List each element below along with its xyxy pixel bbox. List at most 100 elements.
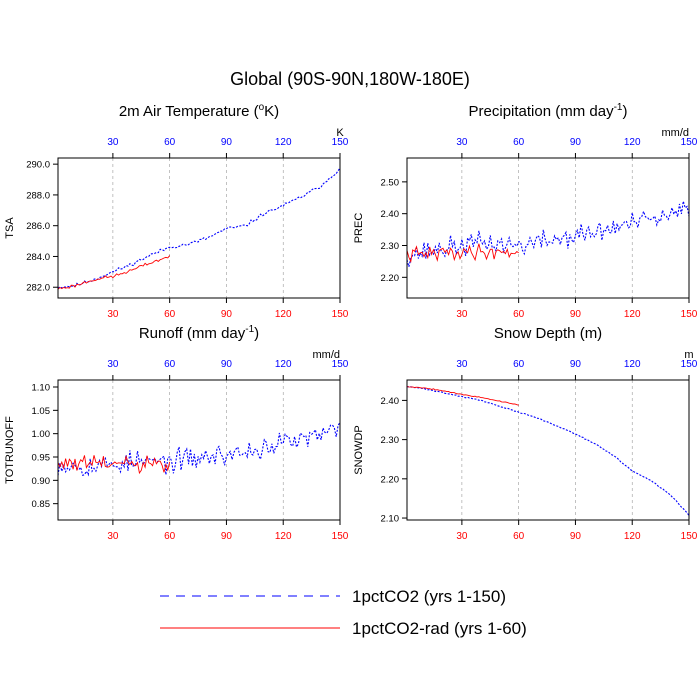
- series-line-1pctco2-rad-snowdp: [406, 386, 519, 406]
- panel-title-tail: ): [254, 325, 259, 342]
- x-tick-label-bottom: 150: [681, 309, 698, 320]
- plot-frame-totrunoff: [57, 379, 341, 521]
- y-axis-label-snowdp: SNOWDP: [353, 425, 365, 475]
- x-tick-label-top: 30: [107, 359, 119, 370]
- unit-label-snowdp: m: [684, 349, 693, 361]
- x-tick-label-top: 60: [513, 137, 525, 148]
- legend-label-1pctco2-rad: 1pctCO2-rad (yrs 1-60): [352, 619, 527, 638]
- panel-tsa: 2m Air Temperature (oK) K TSA 282.0 284.0 286…: [4, 102, 349, 320]
- x-tick-label-bottom: 120: [275, 531, 292, 542]
- x-tick-label-top: 60: [513, 359, 525, 370]
- y-tick-label: 282.0: [26, 283, 50, 294]
- x-tick-label-top: 120: [624, 359, 641, 370]
- y-tick-label: 288.0: [26, 190, 50, 201]
- plot-frame-tsa: [57, 157, 341, 299]
- x-tick-label-bottom: 30: [456, 309, 468, 320]
- x-tick-label-bottom: 150: [332, 309, 349, 320]
- y-axis-label-prec: PREC: [353, 213, 365, 244]
- panel-title-totrunoff: Runoff (mm day-1): [139, 324, 259, 342]
- x-tick-label-bottom: 60: [513, 531, 525, 542]
- x-tick-label-top: 30: [456, 137, 468, 148]
- x-tick-label-top: 120: [275, 137, 292, 148]
- plot-frame-snowdp: [406, 379, 690, 521]
- x-tick-label-top: 90: [221, 137, 233, 148]
- x-tick-label-bottom: 120: [275, 309, 292, 320]
- unit-label-tsa: K: [336, 127, 344, 139]
- x-tick-label-top: 90: [570, 137, 582, 148]
- y-tick-label: 1.10: [32, 383, 51, 394]
- y-axis-label-totrunoff: TOTRUNOFF: [4, 416, 16, 484]
- series-line-1pctco2-totrunoff: [57, 422, 341, 477]
- x-tick-label-bottom: 30: [107, 309, 119, 320]
- y-tick-label: 290.0: [26, 160, 50, 171]
- x-tick-label-top: 150: [681, 359, 698, 370]
- y-tick-label: 0.90: [32, 476, 51, 487]
- x-tick-label-top: 150: [332, 359, 349, 370]
- panel-title-prec: Precipitation (mm day-1): [469, 102, 628, 120]
- y-tick-label: 2.30: [381, 241, 400, 252]
- x-tick-label-bottom: 90: [570, 531, 582, 542]
- panel-title-tail: K): [264, 103, 279, 120]
- series-line-1pctco2-tsa: [57, 167, 341, 289]
- y-tick-label: 2.10: [381, 514, 400, 525]
- panel-title-main: Snow Depth (m): [494, 325, 602, 342]
- x-tick-label-top: 30: [107, 137, 119, 148]
- panel-title-main: 2m Air Temperature (: [119, 103, 259, 120]
- panel-title-sup: -1: [614, 102, 623, 113]
- panel-totrunoff: Runoff (mm day-1) mm/d TOTRUNOFF 0.85 0.90 0.…: [4, 324, 349, 542]
- panel-title-snowdp: Snow Depth (m): [494, 325, 602, 342]
- y-tick-label: 284.0: [26, 252, 50, 263]
- x-tick-label-top: 60: [164, 359, 176, 370]
- series-line-1pctco2-rad-tsa: [57, 255, 171, 290]
- y-tick-label: 1.00: [32, 429, 51, 440]
- plot-frame-prec: [406, 157, 690, 299]
- y-tick-label: 2.40: [381, 396, 400, 407]
- y-tick-label: 2.20: [381, 273, 400, 284]
- x-tick-label-bottom: 90: [221, 309, 233, 320]
- panel-title-main: Precipitation (mm day: [469, 103, 615, 120]
- y-axis-label-tsa: TSA: [4, 217, 16, 239]
- x-tick-label-bottom: 60: [513, 309, 525, 320]
- panel-title-main: Runoff (mm day: [139, 325, 246, 342]
- x-tick-label-bottom: 30: [456, 531, 468, 542]
- y-tick-label: 2.30: [381, 435, 400, 446]
- x-tick-label-bottom: 60: [164, 309, 176, 320]
- y-tick-label: 2.50: [381, 177, 400, 188]
- x-tick-label-bottom: 60: [164, 531, 176, 542]
- x-tick-label-top: 90: [221, 359, 233, 370]
- panel-title-tsa: 2m Air Temperature (oK): [119, 102, 279, 120]
- y-tick-label: 0.85: [32, 499, 51, 510]
- panel-snowdp: Snow Depth (m) m SNOWDP 2.10 2.20 2.30 2.40 30 3…: [353, 325, 698, 542]
- panel-title-tail: ): [622, 103, 627, 120]
- series-line-1pctco2-snowdp: [406, 386, 690, 516]
- x-tick-label-top: 150: [681, 137, 698, 148]
- unit-label-totrunoff: mm/d: [313, 349, 341, 361]
- y-tick-label: 1.05: [32, 406, 51, 417]
- x-tick-label-top: 120: [275, 359, 292, 370]
- x-tick-label-top: 150: [332, 137, 349, 148]
- x-tick-label-bottom: 120: [624, 309, 641, 320]
- legend-label-1pctco2: 1pctCO2 (yrs 1-150): [352, 587, 506, 606]
- panel-title-sup: o: [259, 102, 265, 113]
- x-tick-label-bottom: 90: [570, 309, 582, 320]
- panel-title-sup: -1: [245, 324, 254, 335]
- x-tick-label-top: 60: [164, 137, 176, 148]
- y-tick-label: 2.20: [381, 474, 400, 485]
- legend: 1pctCO2 (yrs 1-150) 1pctCO2-rad (yrs 1-6…: [160, 587, 527, 638]
- panel-prec: Precipitation (mm day-1) mm/d PREC 2.20 2.30…: [353, 102, 698, 320]
- x-tick-label-bottom: 120: [624, 531, 641, 542]
- x-tick-label-top: 120: [624, 137, 641, 148]
- series-line-1pctco2-rad-prec: [406, 243, 519, 264]
- figure-title: Global (90S-90N,180W-180E): [230, 69, 470, 89]
- y-tick-label: 2.40: [381, 209, 400, 220]
- series-line-1pctco2-prec: [406, 201, 690, 267]
- unit-label-prec: mm/d: [662, 127, 690, 139]
- x-tick-label-top: 30: [456, 359, 468, 370]
- x-tick-label-bottom: 150: [681, 531, 698, 542]
- y-tick-label: 0.95: [32, 453, 51, 464]
- x-tick-label-top: 90: [570, 359, 582, 370]
- y-tick-label: 286.0: [26, 221, 50, 232]
- series-line-1pctco2-rad-totrunoff: [57, 454, 171, 475]
- x-tick-label-bottom: 150: [332, 531, 349, 542]
